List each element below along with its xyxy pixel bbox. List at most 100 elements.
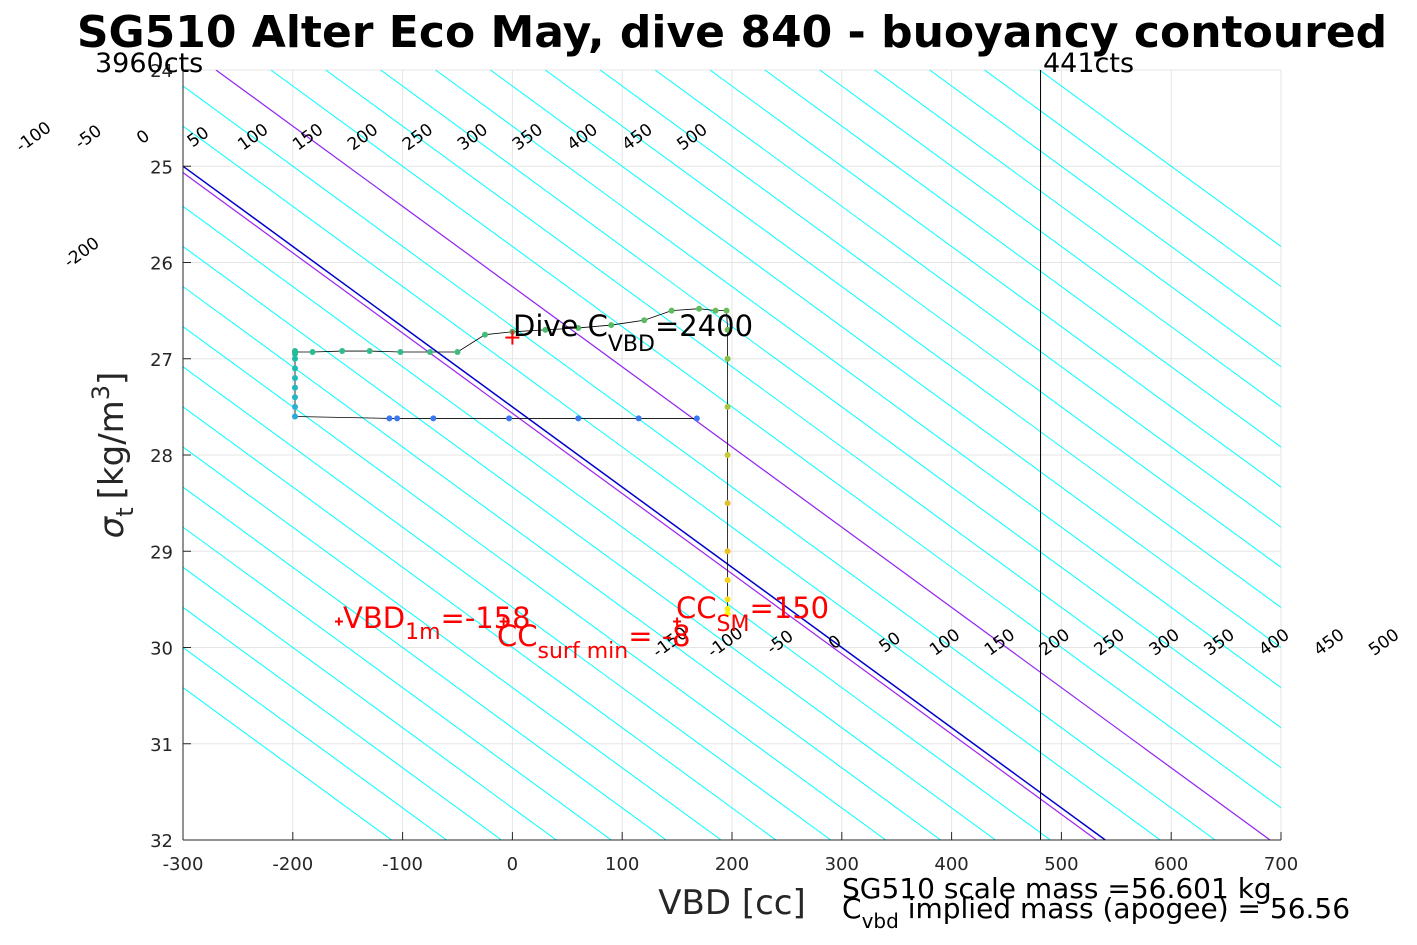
dive-point-29 bbox=[641, 317, 648, 324]
dive-point-27 bbox=[575, 324, 582, 331]
y-tick-label-7: 31 bbox=[150, 735, 173, 756]
dive-point-13 bbox=[291, 355, 298, 362]
contour-line-extra-850 bbox=[984, 70, 1281, 288]
dive-point-40 bbox=[724, 577, 731, 584]
contour-line-lower-bound bbox=[183, 171, 1097, 840]
x-tick-label-7: 400 bbox=[934, 854, 968, 875]
contour-line-50 bbox=[183, 125, 1161, 840]
x-tick-label-2: -100 bbox=[382, 854, 423, 875]
dive-point-10 bbox=[291, 384, 298, 391]
contour-line-250 bbox=[325, 70, 1281, 769]
dive-c-sub: VBD bbox=[608, 332, 655, 357]
contour-line--250 bbox=[183, 366, 832, 840]
dive-point-30 bbox=[668, 307, 675, 314]
contour-label-bottom-500: 500 bbox=[1365, 625, 1403, 660]
dive-point-35 bbox=[724, 355, 731, 362]
contour-line-350 bbox=[435, 70, 1281, 689]
implied-mass-text: Cvbd implied mass (apogee) = 56.56 bbox=[842, 892, 1350, 933]
contour-line-extra--550 bbox=[183, 606, 502, 840]
contour-label-top-300: 300 bbox=[454, 120, 492, 155]
left-counts-label: 3960cts bbox=[95, 48, 203, 79]
contour-label-top--100: -100 bbox=[12, 118, 55, 157]
dive-point-32 bbox=[712, 307, 719, 314]
dive-point-6 bbox=[386, 415, 393, 422]
contour-line-extra--650 bbox=[183, 686, 392, 840]
dive-point-38 bbox=[724, 500, 731, 507]
y-axis-sigma: σ bbox=[92, 515, 132, 538]
cc-sm-rest: =150 bbox=[749, 591, 829, 625]
vbd-1m-annotation: VBD1m=-158 bbox=[343, 601, 531, 645]
y-tick-label-0: 24 bbox=[150, 61, 173, 82]
contour-label-bottom-150: 150 bbox=[981, 625, 1019, 660]
contour-line-500 bbox=[599, 70, 1281, 568]
right-counts-label: 441cts bbox=[1043, 48, 1134, 79]
y-tick-label-3: 27 bbox=[150, 350, 173, 371]
dive-point-36 bbox=[724, 403, 731, 410]
contour-label-top--200: -200 bbox=[61, 233, 104, 272]
dive-c-base: Dive C bbox=[513, 309, 608, 343]
contour-label-top-200: 200 bbox=[344, 120, 382, 155]
x-tick-label-6: 300 bbox=[825, 854, 859, 875]
contour-label-bottom--50: -50 bbox=[763, 626, 797, 659]
x-tick-label-8: 500 bbox=[1044, 854, 1078, 875]
x-axis-label: VBD [cc] bbox=[658, 883, 806, 923]
dive-point-42 bbox=[724, 606, 731, 612]
dive-point-24 bbox=[481, 331, 488, 338]
cc-surf-base: CC bbox=[497, 619, 538, 653]
contour-line-zero bbox=[183, 165, 1106, 840]
cc-surf-sub: surf min bbox=[538, 639, 629, 664]
dive-point-22 bbox=[427, 349, 434, 356]
implied-mass-prefix: C bbox=[842, 892, 862, 925]
cc-sm-sub: SM bbox=[717, 612, 750, 637]
y-axis-units: [kg/m bbox=[92, 400, 132, 499]
cc-surf-min-annotation: CCsurf min= -8 bbox=[497, 619, 691, 664]
dive-point-39 bbox=[724, 548, 731, 555]
dive-point-11 bbox=[291, 375, 298, 381]
grid bbox=[182, 69, 1282, 841]
dive-point-31 bbox=[696, 305, 703, 312]
dive-point-0 bbox=[693, 415, 700, 422]
dive-point-43 bbox=[724, 610, 731, 617]
contour-label-bottom-350: 350 bbox=[1201, 625, 1239, 660]
contour-label-top-250: 250 bbox=[399, 120, 437, 155]
dive-point-3 bbox=[506, 415, 513, 422]
contour-label-bottom-0: 0 bbox=[825, 631, 846, 654]
cc-surf-rest: = -8 bbox=[628, 619, 690, 653]
contour-label-top--50: -50 bbox=[71, 121, 105, 154]
dive-point-19 bbox=[339, 348, 346, 355]
dive-point-37 bbox=[724, 452, 731, 458]
y-axis-units-sup: 3 bbox=[87, 385, 115, 400]
contour-label-top-0: 0 bbox=[133, 126, 154, 149]
contour-line-extra--600 bbox=[183, 646, 447, 840]
contour-line-extra--500 bbox=[183, 566, 557, 840]
contour-line--100 bbox=[183, 245, 996, 840]
contour-line--400 bbox=[183, 486, 667, 840]
contour-label-bottom-50: 50 bbox=[875, 628, 904, 657]
contour-line-extra--450 bbox=[183, 526, 612, 840]
implied-mass-rest: implied mass (apogee) = 56.56 bbox=[899, 892, 1350, 925]
contour-line--50 bbox=[183, 205, 1051, 840]
contour-label-bottom-200: 200 bbox=[1036, 625, 1074, 660]
contour-line-upper-bound bbox=[215, 70, 1271, 840]
contour-line-extra-600 bbox=[709, 70, 1281, 488]
contour-line-extra-900 bbox=[1039, 70, 1281, 248]
vbd-1m-sub: 1m bbox=[405, 620, 440, 645]
contour-line--350 bbox=[183, 446, 722, 840]
dive-point-4 bbox=[430, 415, 437, 422]
dive-point-17 bbox=[291, 349, 298, 356]
y-tick-label-8: 32 bbox=[150, 831, 173, 852]
dive-point-21 bbox=[397, 349, 404, 356]
contour-label-bottom-450: 450 bbox=[1310, 625, 1348, 660]
dive-point-8 bbox=[291, 403, 298, 410]
y-axis-units-close: ] bbox=[92, 372, 132, 385]
contour-line-450 bbox=[545, 70, 1281, 609]
dive-point-20 bbox=[366, 348, 373, 355]
contour-line-100 bbox=[183, 85, 1216, 840]
dive-trace-line bbox=[294, 308, 729, 614]
contour-line--300 bbox=[183, 406, 777, 840]
cc-sm-base: CC bbox=[676, 591, 717, 625]
contour-line--200 bbox=[183, 326, 887, 840]
dive-point-26 bbox=[542, 326, 549, 333]
dive-point-5 bbox=[394, 415, 401, 422]
contour-label-top-450: 450 bbox=[619, 120, 657, 155]
